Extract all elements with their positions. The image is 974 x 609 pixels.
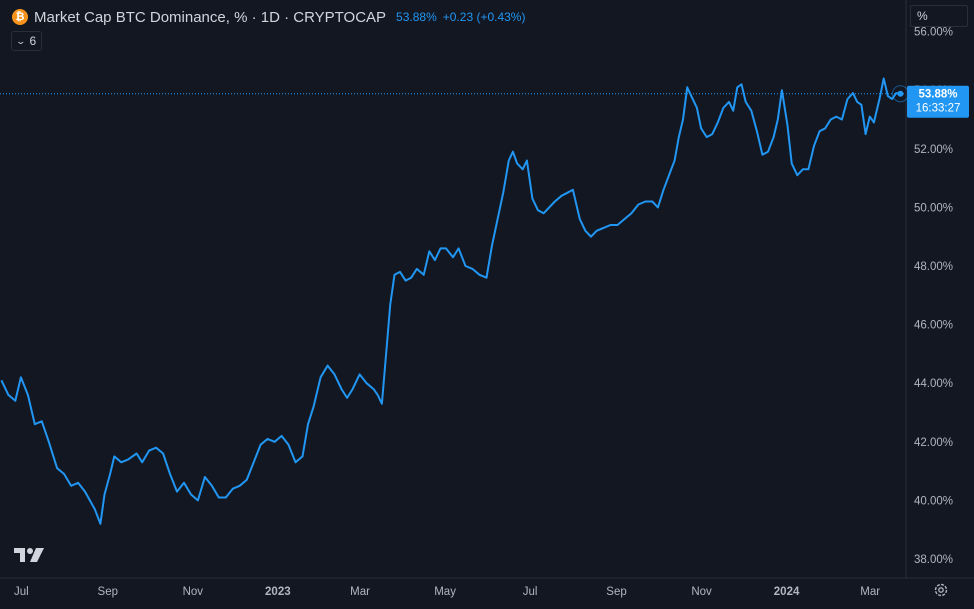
bar-countdown: 16:33:27 [916,103,961,115]
symbol-title[interactable]: Market Cap BTC Dominance, % · 1D · CRYPT… [34,8,387,26]
x-tick-label: Sep [98,586,118,598]
legend-last-value: 53.88% [396,10,437,24]
y-tick-label: 50.00% [914,202,953,214]
last-point-marker [897,90,904,97]
x-tick-label: Nov [183,586,204,598]
legend-change: +0.23 (+0.43%) [442,10,526,24]
y-tick-label: 42.00% [914,437,953,449]
y-tick-label: 44.00% [914,378,953,390]
bitcoin-icon: ₿ [12,9,28,25]
y-tick-label: 38.00% [914,554,953,566]
time-axis[interactable]: Jul Sep Nov 2023 Mar May Jul Sep Nov 2024 Mar [14,586,880,598]
last-price-value: 53.88% [918,89,957,101]
x-tick-label: Jul [523,586,538,598]
chevron-down-icon: ⌄ [15,35,27,46]
last-price-label: 53.88% 16:33:27 [907,85,969,118]
x-tick-label: May [434,586,456,598]
x-tick-label: 2023 [265,586,291,598]
x-tick-label: Sep [606,586,626,598]
y-tick-label: 52.00% [914,144,953,156]
y-tick-label: 48.00% [914,261,953,273]
scale-mode-button[interactable]: % [910,5,968,27]
y-tick-label: 46.00% [914,320,953,332]
x-tick-label: Mar [860,586,880,598]
scale-mode-label: % [917,9,928,23]
plot-area [0,77,901,525]
gear-icon[interactable] [931,580,951,600]
indicators-toggle-button[interactable]: ⌄ 6 [11,31,43,51]
x-tick-label: Nov [691,586,712,598]
indicators-count: 6 [29,34,37,48]
chart-legend: ₿ Market Cap BTC Dominance, % · 1D · CRY… [12,7,525,27]
y-tick-label: 56.00% [914,27,953,39]
x-tick-label: Jul [14,586,29,598]
y-tick-label: 40.00% [914,495,953,507]
tradingview-logo-icon[interactable] [14,547,44,568]
x-tick-label: 2024 [774,586,800,598]
x-tick-label: Mar [350,586,370,598]
series-line [0,77,901,525]
